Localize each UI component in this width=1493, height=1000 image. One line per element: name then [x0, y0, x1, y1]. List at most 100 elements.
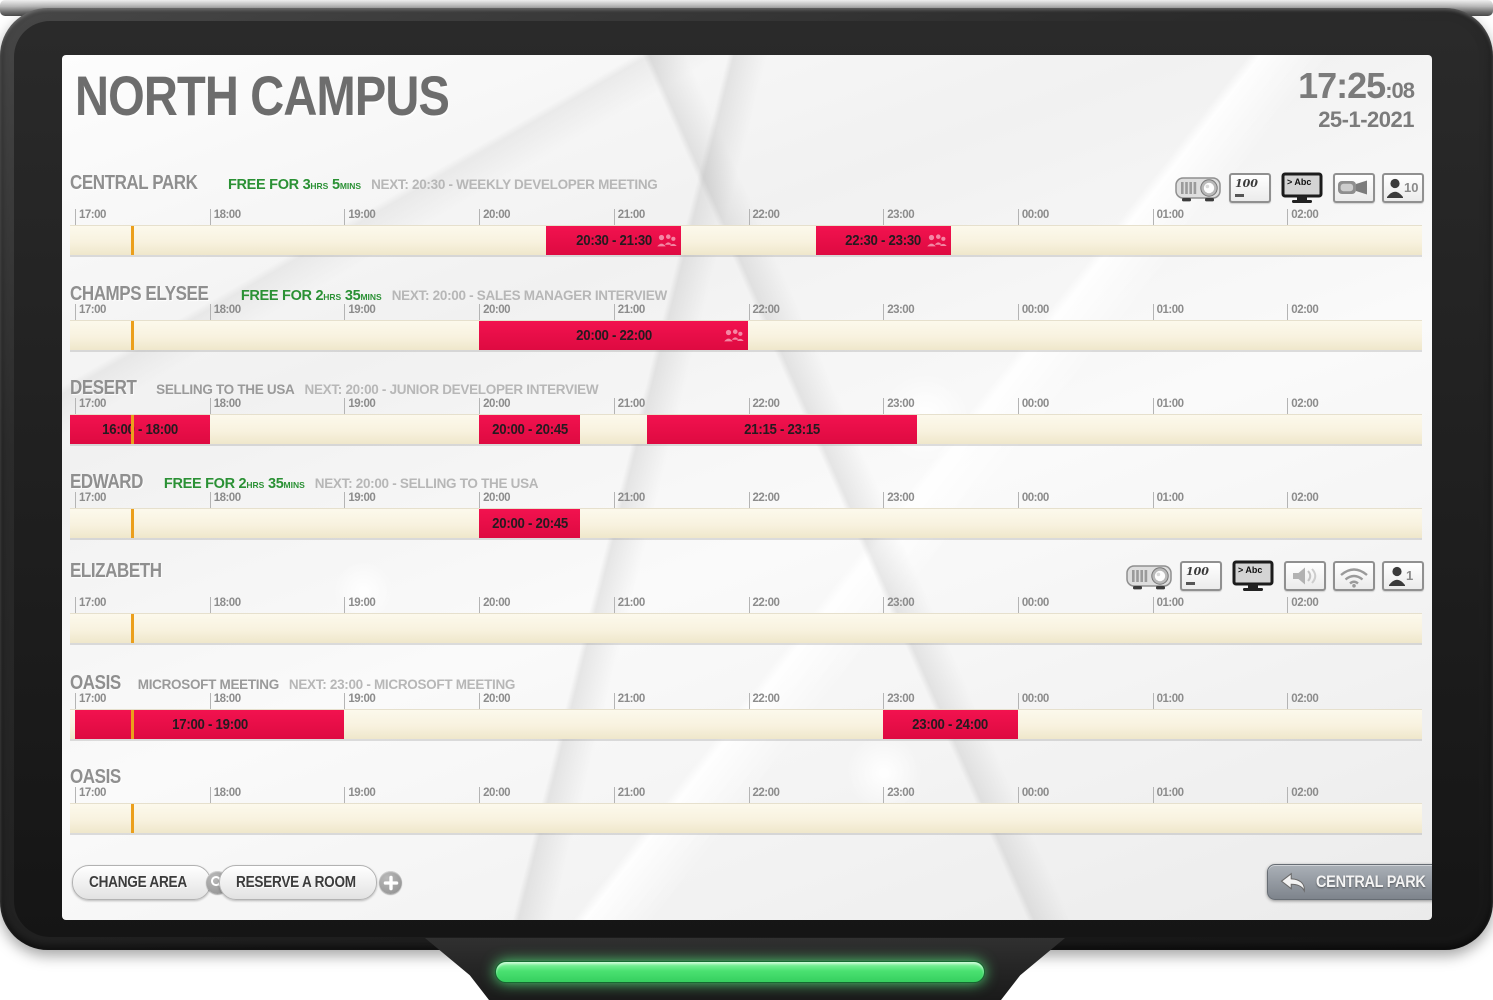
booking-time-label: 20:00 - 20:45 — [491, 515, 568, 532]
timeline-ticks: 17:00 18:00 19:00 20:00 21:00 22:00 23:00 00:00… — [70, 397, 1422, 414]
change-area-button[interactable]: CHANGE AREA — [72, 865, 230, 900]
booking-block[interactable]: 22:30 - 23:30 — [815, 226, 951, 255]
booking-time-label: 20:30 - 21:30 — [575, 232, 652, 249]
room-row-champs-elysee: CHAMPS ELYSEE FREE FOR 2HRS 35MINS NEXT:… — [70, 283, 1422, 350]
booking-time-label: 16:00 - 18:00 — [101, 421, 178, 438]
room-row-desert: DESERT SELLING TO THE USA NEXT: 20:00 - … — [70, 377, 1422, 444]
plus-icon — [379, 871, 403, 894]
svg-text:10: 10 — [1404, 180, 1418, 195]
room-status: FREE FOR 2HRS 35MINS NEXT: 20:00 - SALES… — [241, 288, 667, 304]
booking-time-label: 21:15 - 23:15 — [744, 421, 821, 438]
room-name: CENTRAL PARK — [70, 172, 198, 194]
video-camera-icon — [1333, 173, 1375, 203]
free-for-status: FREE FOR 2HRS 35MINS — [163, 476, 305, 492]
room-row-oasis-1: OASIS MICROSOFT MEETING NEXT: 23:00 - MI… — [70, 672, 1422, 739]
room-name: ELIZABETH — [70, 560, 162, 582]
booking-block[interactable]: 20:30 - 21:30 — [546, 226, 682, 255]
whiteboard-icon: 100 — [1180, 561, 1222, 591]
room-name: DESERT — [70, 377, 137, 399]
tv-screen-icon: > Abc — [1278, 172, 1326, 204]
booking-time-label: 23:00 - 24:00 — [912, 716, 989, 733]
status-led-bar — [495, 961, 985, 983]
booking-block[interactable]: 20:00 - 20:45 — [479, 509, 581, 538]
clock-time: 17:25 — [1298, 65, 1386, 106]
booking-block[interactable]: 20:00 - 22:00 — [479, 321, 749, 350]
svg-text:> Abc: > Abc — [1238, 565, 1262, 575]
booking-block[interactable]: 16:00 - 18:00 — [70, 415, 210, 444]
room-row-edward: EDWARD FREE FOR 2HRS 35MINS NEXT: 20:00 … — [70, 471, 1422, 538]
active-room-button[interactable]: CENTRAL PARK — [1267, 864, 1432, 900]
room-name: EDWARD — [70, 471, 144, 493]
timeline-ticks: 17:00 18:00 19:00 20:00 21:00 22:00 23:00 00:00… — [70, 303, 1422, 320]
wall-mount — [425, 938, 1065, 1000]
current-time-marker — [131, 710, 135, 739]
equipment-icons: 100 > Abc — [1174, 172, 1424, 204]
next-meeting-text: NEXT: 23:00 - MICROSOFT MEETING — [288, 677, 516, 692]
clock-seconds: :08 — [1385, 78, 1415, 103]
timeline-ticks: 17:00 18:00 19:00 20:00 21:00 22:00 23:00 00:00… — [70, 596, 1422, 613]
svg-text:> Abc: > Abc — [1287, 177, 1311, 187]
booking-block[interactable]: 20:00 - 20:45 — [479, 415, 581, 444]
current-time-marker — [131, 804, 135, 833]
timeline-ticks: 17:00 18:00 19:00 20:00 21:00 22:00 23:00 00:00… — [70, 208, 1422, 225]
screen: NORTH CAMPUS 17:25:08 25-1-2021 CENTRAL … — [62, 55, 1432, 920]
next-meeting-text: NEXT: 20:00 - SALES MANAGER INTERVIEW — [391, 288, 668, 303]
timeline-ticks: 17:00 18:00 19:00 20:00 21:00 22:00 23:00 00:00… — [70, 692, 1422, 709]
room-status: FREE FOR 2HRS 35MINS NEXT: 20:00 - SELLI… — [163, 476, 539, 492]
current-time-marker — [131, 321, 135, 350]
timeline-bar[interactable] — [70, 803, 1422, 833]
timeline-ticks: 17:00 18:00 19:00 20:00 21:00 22:00 23:00 00:00… — [70, 786, 1422, 803]
booking-time-label: 20:00 - 20:45 — [491, 421, 568, 438]
room-name: OASIS — [70, 766, 121, 788]
timeline-bar[interactable]: 20:00 - 20:45 — [70, 508, 1422, 538]
svg-text:1: 1 — [1406, 568, 1413, 583]
room-status: MICROSOFT MEETING NEXT: 23:00 - MICROSOF… — [137, 677, 516, 692]
timeline-ticks: 17:00 18:00 19:00 20:00 21:00 22:00 23:00 00:00… — [70, 491, 1422, 508]
page-title: NORTH CAMPUS — [75, 64, 450, 127]
room-row-central-park: CENTRAL PARK FREE FOR 3HRS 5MINS NEXT: 2… — [70, 172, 1424, 255]
next-meeting-text: NEXT: 20:30 - WEEKLY DEVELOPER MEETING — [371, 177, 658, 192]
svg-text:100: 100 — [1235, 177, 1258, 190]
booking-time-label: 22:30 - 23:30 — [845, 232, 922, 249]
reserve-room-button[interactable]: RESERVE A ROOM — [219, 865, 403, 900]
room-row-elizabeth: ELIZABETH 100 — [70, 560, 1424, 643]
room-name: OASIS — [70, 672, 121, 694]
timeline-bar[interactable]: 20:30 - 21:30 22:30 - 23:30 — [70, 225, 1422, 255]
tv-screen-icon: > Abc — [1229, 560, 1277, 592]
room-status: FREE FOR 3HRS 5MINS NEXT: 20:30 - WEEKLY… — [228, 177, 658, 193]
wifi-icon — [1333, 561, 1375, 591]
capacity-icon: 10 — [1382, 173, 1424, 203]
back-arrow-icon — [1280, 872, 1305, 893]
clock-date: 25-1-2021 — [1318, 107, 1414, 132]
capacity-icon: 1 — [1382, 561, 1424, 591]
room-status: SELLING TO THE USA NEXT: 20:00 - JUNIOR … — [156, 382, 599, 397]
clock: 17:25:08 25-1-2021 — [1298, 65, 1415, 133]
projector-icon — [1174, 172, 1222, 204]
timeline-bar[interactable]: 20:00 - 22:00 — [70, 320, 1422, 350]
current-meeting-text: SELLING TO THE USA — [156, 382, 295, 397]
current-time-marker — [131, 415, 135, 444]
current-time-marker — [131, 226, 135, 255]
projector-icon — [1125, 560, 1173, 592]
room-row-oasis-2: OASIS 17:00 18:00 19:00 20:00 21:00 22:00 23:0… — [70, 766, 1422, 833]
timeline-bar[interactable]: 16:00 - 18:00 20:00 - 20:45 21:15 - 23:15 — [70, 414, 1422, 444]
booking-time-label: 20:00 - 22:00 — [575, 327, 652, 344]
timeline-bar[interactable]: 17:00 - 19:00 23:00 - 24:00 — [70, 709, 1422, 739]
current-time-marker — [131, 614, 135, 643]
free-for-status: FREE FOR 3HRS 5MINS — [227, 177, 362, 193]
equipment-icons: 100 > Abc — [1125, 560, 1424, 592]
room-name: CHAMPS ELYSEE — [70, 283, 209, 305]
timeline-bar[interactable] — [70, 613, 1422, 643]
svg-text:100: 100 — [1186, 565, 1209, 578]
current-meeting-text: MICROSOFT MEETING — [137, 677, 279, 692]
free-for-status: FREE FOR 2HRS 35MINS — [240, 288, 382, 304]
booking-block[interactable]: 17:00 - 19:00 — [75, 710, 345, 739]
booking-block[interactable]: 21:15 - 23:15 — [647, 415, 917, 444]
booking-block[interactable]: 23:00 - 24:00 — [883, 710, 1018, 739]
whiteboard-icon: 100 — [1229, 173, 1271, 203]
speaker-icon — [1284, 561, 1326, 591]
next-meeting-text: NEXT: 20:00 - JUNIOR DEVELOPER INTERVIEW — [304, 382, 599, 397]
current-time-marker — [131, 509, 135, 538]
next-meeting-text: NEXT: 20:00 - SELLING TO THE USA — [314, 476, 539, 491]
